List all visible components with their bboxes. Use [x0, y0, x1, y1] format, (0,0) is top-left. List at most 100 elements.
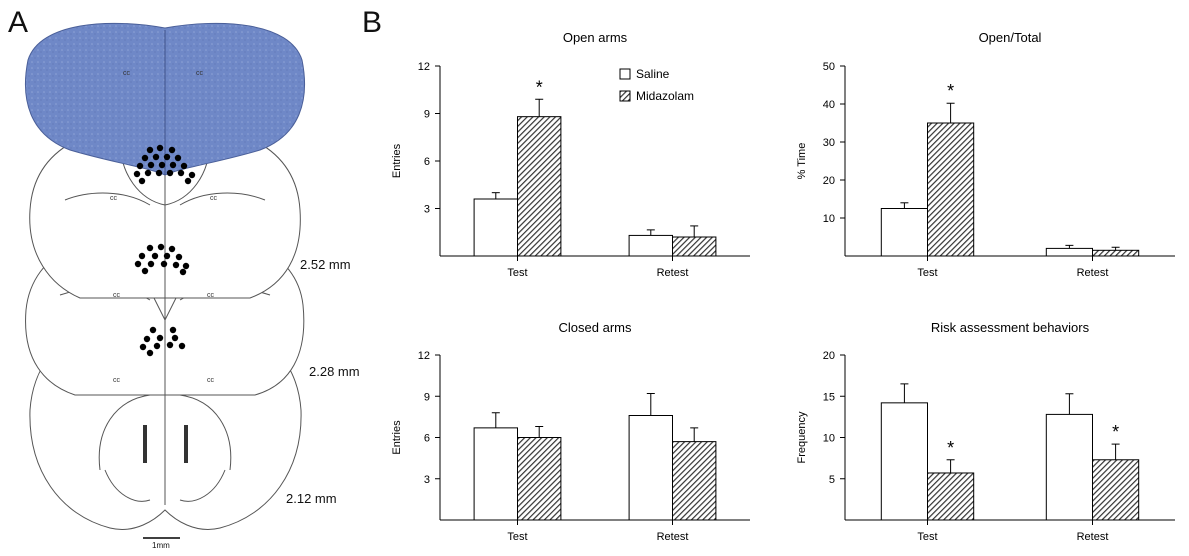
x-tick-label: Test [917, 531, 937, 543]
injection-dot [146, 244, 154, 252]
y-tick-label: 10 [823, 433, 835, 445]
bar-midazolam-retest [1092, 459, 1140, 521]
x-tick-label: Test [507, 531, 527, 543]
y-tick-label: 5 [829, 474, 835, 486]
x-tick-label: Test [507, 267, 527, 279]
injection-dot [155, 169, 163, 177]
injection-dot [134, 260, 142, 268]
injection-dot [188, 171, 196, 179]
chart-open-total: Open/Total % Time 10 20 30 40 50 * Test Retest [796, 30, 1175, 279]
injection-dot [141, 154, 149, 162]
injection-dot [152, 153, 160, 161]
injection-dot [180, 162, 188, 170]
region-label: cc [113, 377, 121, 384]
injection-dot [175, 253, 183, 261]
bar-midazolam-test [517, 437, 562, 521]
y-tick-label: 12 [418, 61, 430, 73]
legend-swatch-saline [619, 68, 631, 80]
region-label: cc [210, 195, 218, 202]
bar-saline-test [880, 208, 929, 257]
bar-midazolam-retest [1092, 249, 1140, 257]
chart-title: Open/Total [979, 30, 1042, 45]
injection-dot [169, 161, 177, 169]
x-tick-label: Retest [657, 267, 689, 279]
bar-saline-retest [628, 415, 674, 521]
bar-midazolam-test [517, 116, 562, 257]
injection-dot [147, 161, 155, 169]
chart-title: Risk assessment behaviors [931, 320, 1090, 335]
bar-midazolam-test [927, 122, 975, 257]
region-label: cc [207, 292, 215, 299]
injection-dot [169, 326, 177, 334]
injection-dot [166, 169, 174, 177]
brain-sections-drawing: cc cc cc cc cc cc cc cc [24, 22, 306, 539]
injection-dot [133, 170, 141, 178]
chart-title: Closed arms [559, 320, 632, 335]
y-axis-label: Entries [391, 143, 403, 178]
region-label: cc [207, 377, 215, 384]
chart-open-arms: Open arms Entries 3 6 9 12 * Test Retest Saline Mi… [391, 30, 750, 279]
injection-dot [156, 144, 164, 152]
panel-label-a: A [8, 6, 29, 39]
injection-dot [138, 252, 146, 260]
injection-dot [163, 153, 171, 161]
region-label: cc [113, 292, 121, 299]
y-tick-label: 9 [424, 109, 430, 121]
x-tick-label: Retest [1077, 267, 1109, 279]
y-tick-label: 10 [823, 213, 835, 225]
x-tick-label: Retest [657, 531, 689, 543]
depth-label-2-12: 2.12 mm [286, 491, 337, 506]
legend-swatch-midazolam [619, 90, 631, 102]
y-tick-label: 20 [823, 175, 835, 187]
bar-saline-retest [1045, 247, 1093, 257]
y-tick-label: 3 [424, 204, 430, 216]
injection-dot [139, 343, 147, 351]
injection-dot [141, 267, 149, 275]
bar-midazolam-test [927, 472, 975, 521]
injection-dot [146, 349, 154, 357]
chart-risk-assessment: Risk assessment behaviors Frequency 5 10 15 2… [796, 320, 1175, 543]
injection-dot [184, 177, 192, 185]
region-label: cc [123, 70, 131, 77]
y-tick-label: 30 [823, 137, 835, 149]
significance-star: * [947, 81, 954, 101]
brain-sections-panel: cc cc cc cc cc cc cc cc [0, 0, 372, 551]
legend-label: Saline [636, 67, 670, 81]
injection-dot [143, 335, 151, 343]
injection-dot [149, 326, 157, 334]
bar-saline-retest [1045, 413, 1093, 521]
y-tick-label: 50 [823, 61, 835, 73]
y-tick-label: 9 [424, 391, 430, 403]
injection-dot [172, 261, 180, 269]
y-tick-label: 3 [424, 474, 430, 486]
chart-closed-arms: Closed arms Entries 3 6 9 12 Test Retest [391, 320, 750, 543]
depth-label-2-52: 2.52 mm [300, 257, 351, 272]
injection-dot [158, 161, 166, 169]
injection-dot [144, 169, 152, 177]
injection-dot [174, 154, 182, 162]
injection-dot [168, 146, 176, 154]
bar-saline-test [473, 198, 518, 257]
x-tick-label: Retest [1077, 531, 1109, 543]
significance-star: * [947, 438, 954, 458]
injection-dot [157, 243, 165, 251]
significance-star: * [536, 77, 543, 97]
y-tick-label: 6 [424, 433, 430, 445]
bar-saline-test [473, 427, 518, 521]
region-label: cc [196, 70, 204, 77]
brain-section-stained [24, 22, 306, 176]
y-axis-label: Entries [391, 420, 403, 455]
injection-dot [179, 268, 187, 276]
injection-dot [160, 260, 168, 268]
scale-bar-label: 1mm [152, 541, 170, 550]
y-axis-label: % Time [796, 143, 808, 180]
bar-midazolam-retest [672, 236, 717, 257]
injection-dot [177, 169, 185, 177]
y-tick-label: 20 [823, 350, 835, 362]
injection-dot [138, 177, 146, 185]
bar-saline-retest [628, 234, 674, 257]
injection-dot [156, 334, 164, 342]
y-tick-label: 6 [424, 156, 430, 168]
bar-midazolam-retest [672, 441, 717, 521]
panel-label-b: B [362, 6, 383, 39]
